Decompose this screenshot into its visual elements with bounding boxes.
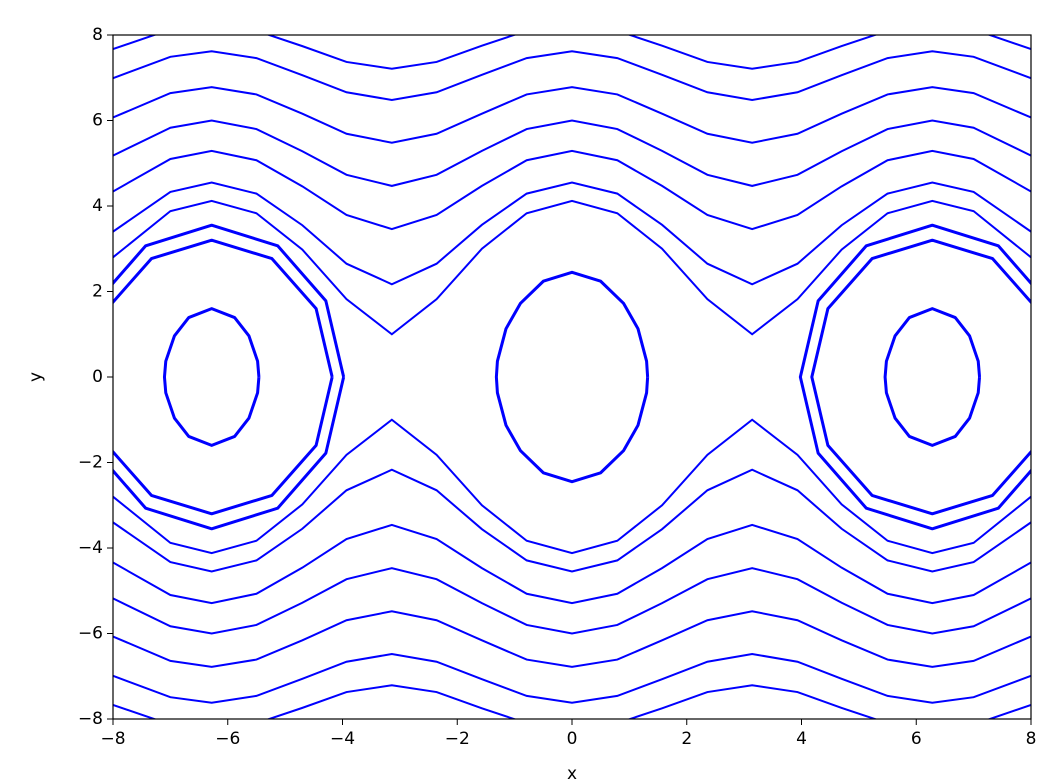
x-tick-label: −6 bbox=[215, 729, 240, 749]
orbit bbox=[798, 223, 1031, 531]
y-tick-label: −2 bbox=[78, 453, 103, 473]
x-tick-label: 4 bbox=[796, 729, 807, 749]
orbit bbox=[113, 223, 346, 531]
trajectory bbox=[113, 149, 1031, 231]
x-tick-label: 8 bbox=[1026, 729, 1037, 749]
axes-frame bbox=[112, 34, 1032, 720]
orbit bbox=[113, 238, 334, 516]
trajectory bbox=[113, 199, 1031, 336]
trajectory bbox=[113, 418, 1031, 555]
x-axis-label: x bbox=[567, 764, 577, 780]
orbit bbox=[162, 307, 261, 447]
y-tick-label: 4 bbox=[92, 196, 103, 216]
x-tick-label: −2 bbox=[445, 729, 470, 749]
trajectory bbox=[113, 523, 1031, 605]
x-tick-label: 2 bbox=[681, 729, 692, 749]
y-tick-label: 0 bbox=[92, 367, 103, 387]
x-tick-label: −4 bbox=[330, 729, 355, 749]
x-tick-label: 6 bbox=[911, 729, 922, 749]
trajectory bbox=[113, 610, 1031, 668]
y-tick-label: 6 bbox=[92, 111, 103, 131]
y-axis-label: y bbox=[26, 372, 46, 382]
y-tick-label: −8 bbox=[78, 709, 103, 729]
trajectory bbox=[113, 119, 1031, 187]
y-tick-label: −4 bbox=[78, 538, 103, 558]
orbit bbox=[883, 307, 982, 447]
trajectory bbox=[113, 567, 1031, 635]
x-tick-label: −8 bbox=[100, 729, 125, 749]
y-tick-label: 2 bbox=[92, 282, 103, 302]
y-tick-label: −6 bbox=[78, 624, 103, 644]
trajectory bbox=[113, 35, 1031, 70]
orbit bbox=[810, 238, 1031, 516]
plot-area bbox=[113, 35, 1031, 719]
trajectory bbox=[113, 684, 1031, 719]
trajectory bbox=[113, 181, 1031, 286]
trajectory bbox=[113, 50, 1031, 101]
trajectory bbox=[113, 653, 1031, 704]
orbit bbox=[494, 270, 650, 484]
trajectory bbox=[113, 468, 1031, 573]
trajectory bbox=[113, 86, 1031, 144]
x-tick-label: 0 bbox=[567, 729, 578, 749]
y-tick-label: 8 bbox=[92, 25, 103, 45]
